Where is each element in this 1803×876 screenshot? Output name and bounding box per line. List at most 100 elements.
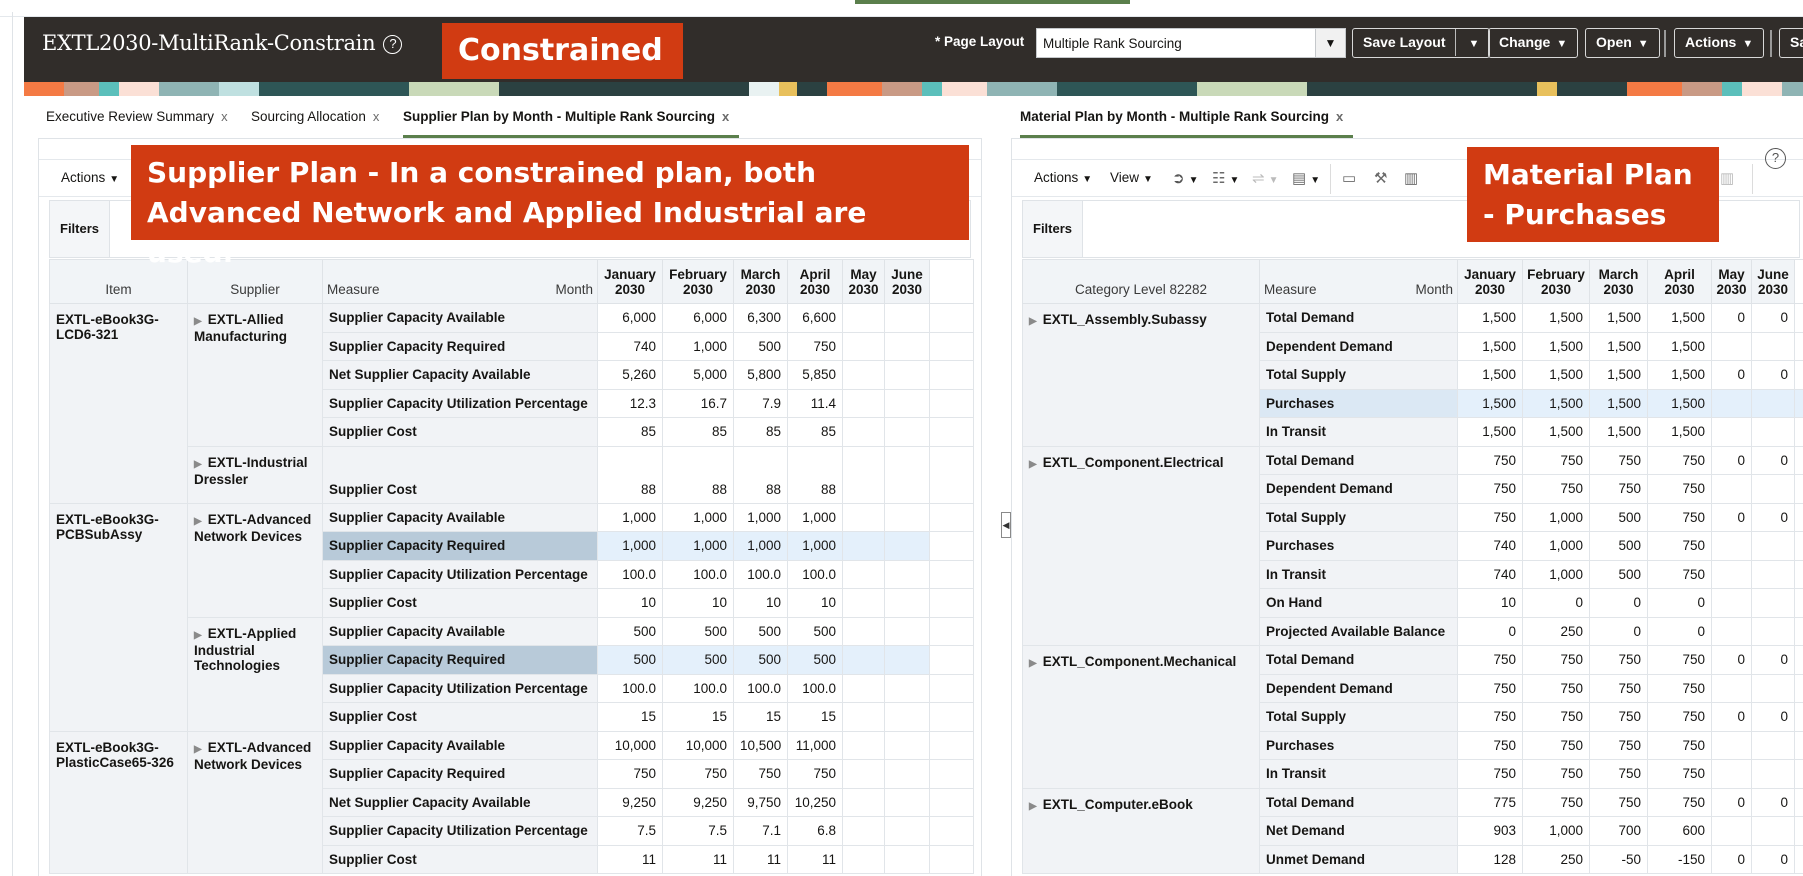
value-cell[interactable]: 750 <box>1522 702 1590 732</box>
value-cell[interactable]: 12.3 <box>597 388 663 418</box>
value-cell[interactable]: 6,300 <box>733 303 788 333</box>
expand-triangle-icon[interactable]: ▶ <box>1029 658 1037 669</box>
value-cell[interactable]: 10 <box>733 588 788 618</box>
value-cell[interactable] <box>842 702 885 732</box>
close-icon[interactable]: x <box>722 109 730 124</box>
value-cell[interactable]: 750 <box>1457 702 1523 732</box>
table-row[interactable]: Supplier Cost 15 15 15 15 <box>50 702 974 732</box>
measure-cell[interactable]: Dependent Demand <box>1259 331 1458 361</box>
value-cell[interactable]: 250 <box>1522 616 1590 646</box>
supplier-cell[interactable]: ▶ EXTL-Industrial Dressler <box>187 445 323 504</box>
column-header-month[interactable]: March 2030 <box>1589 259 1648 304</box>
value-cell[interactable]: 1,500 <box>1589 303 1648 333</box>
value-cell[interactable] <box>1711 730 1752 760</box>
value-cell[interactable]: 11.4 <box>787 388 843 418</box>
value-cell[interactable] <box>842 531 885 561</box>
expand-triangle-icon[interactable]: ▶ <box>194 515 202 527</box>
value-cell[interactable] <box>884 559 930 589</box>
value-cell[interactable] <box>842 559 885 589</box>
measure-cell[interactable]: Supplier Capacity Required <box>322 645 598 675</box>
save-icon[interactable]: ▭ <box>1342 170 1357 187</box>
value-cell[interactable]: 750 <box>1522 787 1590 817</box>
table-row[interactable]: Purchases 740 1,000 500 750 <box>1023 531 1803 561</box>
value-cell[interactable] <box>1751 759 1795 789</box>
value-cell[interactable]: 11 <box>662 844 734 874</box>
value-cell[interactable]: 0 <box>1711 303 1752 333</box>
actions-button[interactable]: Actions ▼ <box>1674 28 1765 58</box>
help-icon[interactable]: ? <box>1765 148 1786 169</box>
measure-cell[interactable]: In Transit <box>1259 759 1458 789</box>
measure-cell[interactable]: Total Supply <box>1259 702 1458 732</box>
expand-triangle-icon[interactable]: ▶ <box>194 743 202 755</box>
table-row[interactable]: Net Supplier Capacity Available 5,260 5,00… <box>50 360 974 390</box>
value-cell[interactable] <box>842 417 885 447</box>
value-cell[interactable]: 5,000 <box>662 360 734 390</box>
value-cell[interactable]: 750 <box>1647 702 1712 732</box>
value-cell[interactable]: 500 <box>1589 502 1648 532</box>
value-cell[interactable]: 500 <box>662 616 734 646</box>
value-cell[interactable]: 750 <box>1522 759 1590 789</box>
expand-triangle-icon[interactable]: ▶ <box>194 458 202 470</box>
tools-icon[interactable]: ⚒ <box>1374 170 1388 187</box>
value-cell[interactable]: 100.0 <box>597 673 663 703</box>
expand-triangle-icon[interactable]: ▶ <box>1029 316 1037 327</box>
column-header-month[interactable]: February 2030 <box>662 259 734 304</box>
value-cell[interactable]: -50 <box>1589 844 1648 874</box>
go-arrow-icon[interactable]: ➲ ▼ <box>1172 170 1199 187</box>
value-cell[interactable]: 1,500 <box>1522 417 1590 447</box>
measure-cell[interactable]: Dependent Demand <box>1259 673 1458 703</box>
measure-cell[interactable]: Dependent Demand <box>1259 474 1458 504</box>
table-row[interactable]: Dependent Demand 750 750 750 750 <box>1023 474 1803 504</box>
value-cell[interactable]: 15 <box>662 702 734 732</box>
table-row[interactable]: Supplier Capacity Utilization Percentage… <box>50 559 974 589</box>
value-cell[interactable]: 0 <box>1589 616 1648 646</box>
table-row[interactable]: ▶ EXTL_Component.Electrical Total Demand 75… <box>1022 445 1803 646</box>
value-cell[interactable]: 5,260 <box>597 360 663 390</box>
value-cell[interactable]: 10 <box>662 588 734 618</box>
table-row[interactable]: Dependent Demand 750 750 750 750 <box>1023 673 1803 703</box>
chevron-down-icon[interactable]: ▼ <box>1468 38 1480 50</box>
supplier-cell[interactable]: ▶ EXTL-Advanced Network Devices <box>187 730 323 874</box>
value-cell[interactable]: 100.0 <box>787 673 843 703</box>
value-cell[interactable]: 0 <box>1647 588 1712 618</box>
item-cell[interactable]: EXTL-eBook3G-PCBSubAssy <box>49 502 188 732</box>
value-cell[interactable]: 0 <box>1751 360 1795 390</box>
value-cell[interactable]: 750 <box>1647 474 1712 504</box>
value-cell[interactable]: 1,500 <box>1589 417 1648 447</box>
value-cell[interactable]: 85 <box>787 417 843 447</box>
value-cell[interactable] <box>884 759 930 789</box>
measure-cell[interactable]: Purchases <box>1259 531 1458 561</box>
value-cell[interactable]: 1,500 <box>1647 417 1712 447</box>
value-cell[interactable] <box>842 816 885 846</box>
tab-material-plan[interactable]: Material Plan by Month - Multiple Rank S… <box>1020 100 1354 138</box>
value-cell[interactable] <box>1751 588 1795 618</box>
table-row[interactable]: Total Supply 750 750 750 750 0 0 <box>1023 702 1803 732</box>
value-cell[interactable]: 0 <box>1457 616 1523 646</box>
value-cell[interactable]: 0 <box>1711 645 1752 675</box>
value-cell[interactable] <box>842 388 885 418</box>
item-cell[interactable]: EXTL-eBook3G-PlasticCase65-326 <box>49 730 188 874</box>
value-cell[interactable]: 0 <box>1751 702 1795 732</box>
measure-cell[interactable]: Total Demand <box>1259 303 1458 333</box>
value-cell[interactable] <box>1751 673 1795 703</box>
value-cell[interactable]: 750 <box>1647 730 1712 760</box>
value-cell[interactable]: 1,000 <box>787 502 843 532</box>
value-cell[interactable]: 700 <box>1589 816 1648 846</box>
value-cell[interactable]: 6,600 <box>787 303 843 333</box>
value-cell[interactable]: 750 <box>1522 474 1590 504</box>
value-cell[interactable] <box>884 816 930 846</box>
table-row[interactable]: In Transit 1,500 1,500 1,500 1,500 <box>1023 417 1803 447</box>
value-cell[interactable] <box>884 588 930 618</box>
value-cell[interactable]: 750 <box>1457 759 1523 789</box>
value-cell[interactable] <box>1751 388 1795 418</box>
column-header-month[interactable]: April 2030 <box>1647 259 1712 304</box>
table-row[interactable]: Unmet Demand 128 250 -50 -150 0 0 <box>1023 844 1803 874</box>
table-row[interactable]: Purchases 1,500 1,500 1,500 1,500 <box>1023 388 1803 418</box>
value-cell[interactable]: 1,000 <box>733 502 788 532</box>
value-cell[interactable] <box>884 531 930 561</box>
value-cell[interactable] <box>884 388 930 418</box>
value-cell[interactable]: 0 <box>1589 588 1648 618</box>
value-cell[interactable]: 500 <box>597 645 663 675</box>
measure-cell[interactable]: Net Supplier Capacity Available <box>322 360 598 390</box>
value-cell[interactable]: 1,000 <box>733 531 788 561</box>
